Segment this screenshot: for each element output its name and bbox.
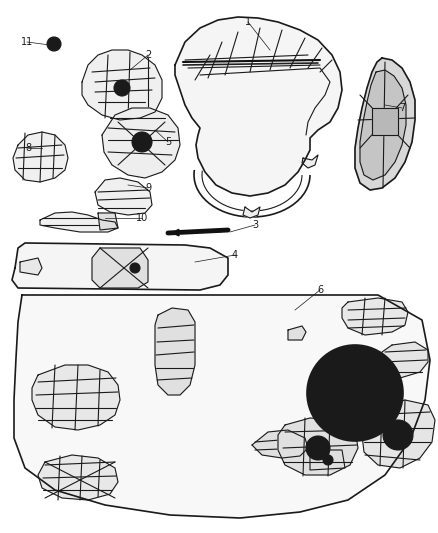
Polygon shape (95, 178, 152, 215)
Polygon shape (40, 212, 118, 232)
Polygon shape (38, 455, 118, 500)
Polygon shape (243, 207, 260, 218)
Circle shape (337, 375, 373, 411)
Circle shape (306, 436, 330, 460)
Polygon shape (14, 295, 430, 518)
Circle shape (307, 345, 403, 441)
Polygon shape (302, 155, 318, 168)
Circle shape (51, 41, 57, 47)
Polygon shape (155, 308, 195, 395)
Polygon shape (13, 132, 68, 182)
Polygon shape (92, 248, 148, 288)
Text: 4: 4 (232, 250, 238, 260)
Polygon shape (82, 50, 162, 120)
Polygon shape (362, 400, 435, 468)
Text: 1: 1 (245, 17, 251, 27)
Text: 11: 11 (21, 37, 33, 47)
Text: 7: 7 (399, 103, 405, 113)
Text: 5: 5 (165, 137, 171, 147)
Circle shape (323, 455, 333, 465)
Polygon shape (310, 450, 345, 470)
Circle shape (383, 420, 413, 450)
Circle shape (347, 385, 363, 401)
Polygon shape (20, 258, 42, 275)
Polygon shape (102, 108, 180, 178)
Polygon shape (360, 70, 406, 180)
Polygon shape (175, 17, 342, 196)
Text: 3: 3 (252, 220, 258, 230)
Text: 9: 9 (145, 183, 151, 193)
Text: 8: 8 (25, 143, 31, 153)
Text: 6: 6 (317, 285, 323, 295)
Polygon shape (278, 418, 358, 475)
Polygon shape (355, 58, 415, 190)
Polygon shape (380, 342, 428, 378)
Polygon shape (288, 326, 306, 340)
Circle shape (114, 80, 130, 96)
Polygon shape (12, 243, 228, 290)
Polygon shape (342, 298, 408, 335)
Polygon shape (372, 108, 398, 135)
Circle shape (130, 263, 140, 273)
Text: 10: 10 (136, 213, 148, 223)
Circle shape (47, 37, 61, 51)
Text: 2: 2 (145, 50, 151, 60)
Polygon shape (32, 365, 120, 430)
Polygon shape (252, 430, 308, 458)
Circle shape (132, 132, 152, 152)
Polygon shape (98, 213, 118, 230)
Circle shape (320, 358, 390, 428)
